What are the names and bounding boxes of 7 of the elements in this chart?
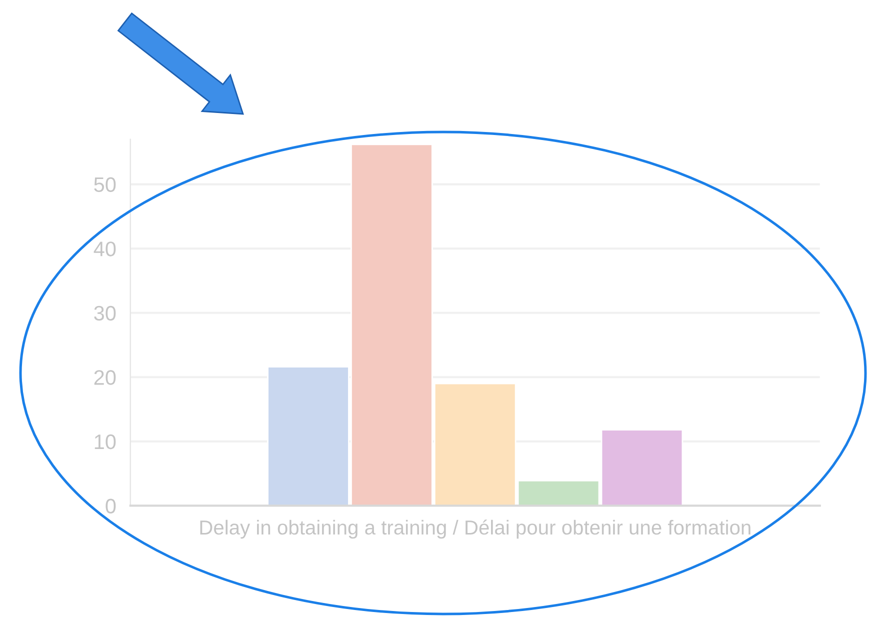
x-tick-label: Delay in obtaining a training / Délai pour obtenir une formation	[200, 520, 750, 539]
y-tick-label: 30	[94, 306, 116, 321]
y-tick-label: 0	[106, 498, 116, 514]
y-tick-label: 10	[94, 434, 116, 450]
y-tick-label: 40	[94, 242, 116, 256]
y-tick-label: 20	[94, 370, 116, 385]
y-tick-label: 50	[94, 177, 116, 192]
